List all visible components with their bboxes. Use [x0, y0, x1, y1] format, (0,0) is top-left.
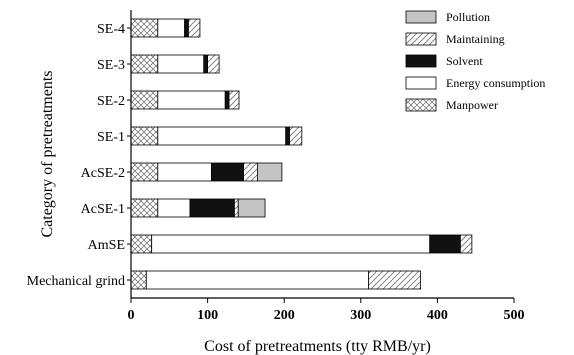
- bar-amse-maintaining: [459, 234, 473, 254]
- category-label-se-3: SE-3: [97, 58, 125, 73]
- x-tick-label: 500: [504, 308, 525, 323]
- bar-acse-1-maintaining: [234, 198, 239, 218]
- category-label-mechanical-grind: Mechanical grind: [27, 274, 125, 289]
- x-tick-label: 400: [427, 308, 448, 323]
- bar-acse-1-pollution: [237, 198, 266, 218]
- legend-swatch-pollution: [405, 10, 437, 24]
- bar-se-4-manpower: [130, 18, 159, 38]
- bar-amse-solvent: [429, 234, 461, 254]
- bar-acse-1-solvent: [189, 198, 235, 218]
- bar-se-3-solvent: [203, 54, 209, 74]
- bar-se-1-solvent: [285, 126, 290, 146]
- bar-acse-2-solvent: [211, 162, 245, 182]
- legend-swatch-energy-consumption: [405, 76, 437, 90]
- bar-se-4-solvent: [184, 18, 189, 38]
- bars-layer: [130, 18, 473, 290]
- category-label-amse: AmSE: [88, 238, 125, 253]
- category-label-se-4: SE-4: [97, 22, 125, 37]
- legend-label-manpower: Manpower: [446, 98, 498, 112]
- x-tick-label: 300: [350, 308, 371, 323]
- bar-mechanical-grind-manpower: [130, 270, 147, 290]
- bar-se-3-maintaining: [207, 54, 220, 74]
- bar-se-2-maintaining: [228, 90, 240, 110]
- bar-acse-2-maintaining: [243, 162, 258, 182]
- bar-se-4-maintaining: [188, 18, 201, 38]
- bar-mechanical-grind-energy-consumption: [145, 270, 369, 290]
- bar-se-3-energy-consumption: [157, 54, 205, 74]
- legend-swatch-maintaining: [405, 32, 437, 46]
- category-label-acse-1: AcSE-1: [81, 202, 125, 217]
- bar-se-1-energy-consumption: [157, 126, 287, 146]
- bar-amse-energy-consumption: [151, 234, 431, 254]
- x-tick-label: 0: [128, 308, 135, 323]
- bar-mechanical-grind-maintaining: [368, 270, 421, 290]
- bar-se-2-energy-consumption: [157, 90, 226, 110]
- legend-label-maintaining: Maintaining: [446, 32, 505, 46]
- legend: Pollution Maintaining Solvent Energy consum…: [405, 10, 545, 112]
- x-axis-title: Cost of pretreatments (tty RMB/yr): [204, 338, 431, 355]
- bar-amse-manpower: [130, 234, 153, 254]
- category-label-acse-2: AcSE-2: [81, 166, 125, 181]
- legend-label-pollution: Pollution: [446, 10, 490, 24]
- y-axis-title: Category of pretreatments: [39, 70, 56, 237]
- x-tick-label: 100: [197, 308, 218, 323]
- category-label-se-1: SE-1: [97, 130, 125, 145]
- bar-se-1-manpower: [130, 126, 159, 146]
- bar-se-2-manpower: [130, 90, 159, 110]
- legend-label-solvent: Solvent: [446, 54, 483, 68]
- bar-acse-2-pollution: [256, 162, 283, 182]
- bar-se-1-maintaining: [289, 126, 303, 146]
- bar-se-2-solvent: [224, 90, 230, 110]
- legend-label-energy-consumption: Energy consumption: [446, 76, 545, 90]
- legend-swatch-manpower: [405, 98, 437, 112]
- bar-se-3-manpower: [130, 54, 159, 74]
- bar-acse-1-manpower: [130, 198, 159, 218]
- axes-layer: Mechanical grind AmSE AcSE-1 AcSE-2 SE-1 SE-2…: [27, 10, 525, 355]
- bar-acse-2-energy-consumption: [157, 162, 212, 182]
- legend-swatch-solvent: [405, 54, 437, 68]
- x-tick-label: 200: [274, 308, 295, 323]
- bar-se-4-energy-consumption: [157, 18, 186, 38]
- bar-acse-2-manpower: [130, 162, 159, 182]
- category-label-se-2: SE-2: [97, 94, 125, 109]
- bar-acse-1-energy-consumption: [157, 198, 191, 218]
